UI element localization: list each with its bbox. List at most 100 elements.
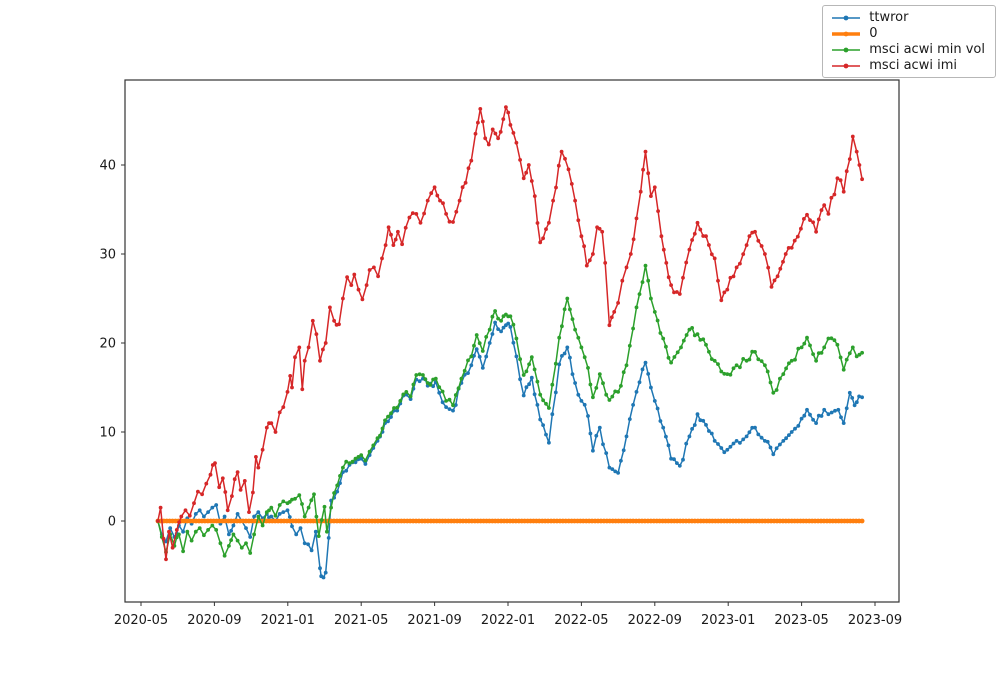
series-marker xyxy=(844,169,849,174)
series-marker xyxy=(588,382,593,387)
series-marker xyxy=(712,358,717,363)
series-marker xyxy=(429,191,434,196)
series-marker xyxy=(850,396,855,400)
series-marker xyxy=(669,456,673,461)
series-marker xyxy=(588,431,593,436)
series-marker xyxy=(860,395,864,400)
series-marker xyxy=(808,343,812,348)
series-marker xyxy=(738,441,742,445)
series-marker xyxy=(569,182,574,186)
series-marker xyxy=(290,497,294,502)
series-marker xyxy=(281,510,286,514)
series-marker xyxy=(332,318,336,323)
series-marker xyxy=(403,225,408,230)
series-marker xyxy=(640,280,645,284)
series-marker xyxy=(469,158,474,163)
series-marker xyxy=(716,362,720,366)
x-tick-label: 2022-01 xyxy=(481,613,535,628)
series-marker xyxy=(722,371,727,376)
series-marker xyxy=(217,485,222,490)
series-marker xyxy=(326,536,331,540)
series-marker xyxy=(750,349,755,354)
series-marker xyxy=(789,245,794,250)
series-marker xyxy=(300,502,304,506)
series-marker xyxy=(453,393,458,397)
series-marker xyxy=(410,211,415,216)
series-marker xyxy=(789,358,794,363)
series-marker xyxy=(557,362,562,367)
series-marker xyxy=(690,238,694,242)
series-marker xyxy=(860,177,864,182)
series-marker xyxy=(269,505,274,510)
series-marker xyxy=(594,433,599,438)
series-marker xyxy=(532,392,537,397)
series-marker xyxy=(325,529,329,534)
series-marker xyxy=(293,496,297,501)
series-marker xyxy=(692,423,697,427)
x-tick-label: 2023-09 xyxy=(848,613,902,628)
series-marker xyxy=(591,395,595,400)
series-marker xyxy=(383,243,388,248)
series-marker xyxy=(506,110,511,115)
series-marker xyxy=(835,176,840,181)
series-marker xyxy=(477,354,482,359)
series-marker xyxy=(643,149,648,154)
series-marker xyxy=(437,390,442,395)
x-tick-label: 2020-05 xyxy=(114,613,168,628)
y-tick-label: 10 xyxy=(99,426,116,441)
series-marker xyxy=(684,260,689,265)
series-marker xyxy=(314,332,319,336)
series-marker xyxy=(300,387,305,392)
series-marker xyxy=(474,347,479,352)
series-marker xyxy=(386,414,390,419)
series-marker xyxy=(570,372,575,376)
series-marker xyxy=(681,338,686,343)
series-marker xyxy=(734,439,739,443)
series-marker xyxy=(634,305,639,310)
series-marker xyxy=(619,458,623,463)
series-marker xyxy=(600,229,605,234)
series-marker xyxy=(526,163,531,167)
series-marker xyxy=(239,545,244,550)
series-marker xyxy=(345,275,349,279)
series-marker xyxy=(393,237,398,242)
series-marker xyxy=(451,408,455,413)
series-marker xyxy=(353,456,358,461)
series-marker xyxy=(587,258,592,263)
series-marker xyxy=(328,305,332,310)
series-marker xyxy=(808,218,812,223)
series-marker xyxy=(560,354,564,358)
series-marker xyxy=(225,508,230,513)
series-marker xyxy=(378,433,382,438)
series-marker xyxy=(174,528,179,532)
series-marker xyxy=(290,385,294,390)
series-marker xyxy=(306,345,311,350)
series-marker xyxy=(637,292,642,296)
series-marker xyxy=(514,354,519,359)
series-marker xyxy=(731,274,736,279)
series-marker xyxy=(765,439,770,444)
series-marker xyxy=(766,265,771,270)
series-marker xyxy=(859,518,865,524)
series-marker xyxy=(254,455,258,459)
series-marker xyxy=(187,513,192,518)
series-marker xyxy=(557,335,562,340)
series-marker xyxy=(652,185,657,190)
series-marker xyxy=(664,261,669,265)
series-marker xyxy=(222,514,227,519)
series-marker xyxy=(573,381,577,385)
series-marker xyxy=(298,526,303,530)
series-marker xyxy=(652,399,657,403)
series-marker xyxy=(829,336,834,341)
series-marker xyxy=(716,278,720,283)
plot-border xyxy=(124,79,900,603)
series-marker xyxy=(568,355,572,360)
series-marker xyxy=(181,549,186,554)
series-marker xyxy=(628,252,633,256)
series-marker xyxy=(805,407,809,412)
series-marker xyxy=(649,385,653,390)
series-marker xyxy=(252,532,256,537)
series-marker xyxy=(738,261,742,266)
series-marker xyxy=(677,463,682,468)
series-marker xyxy=(297,345,302,350)
